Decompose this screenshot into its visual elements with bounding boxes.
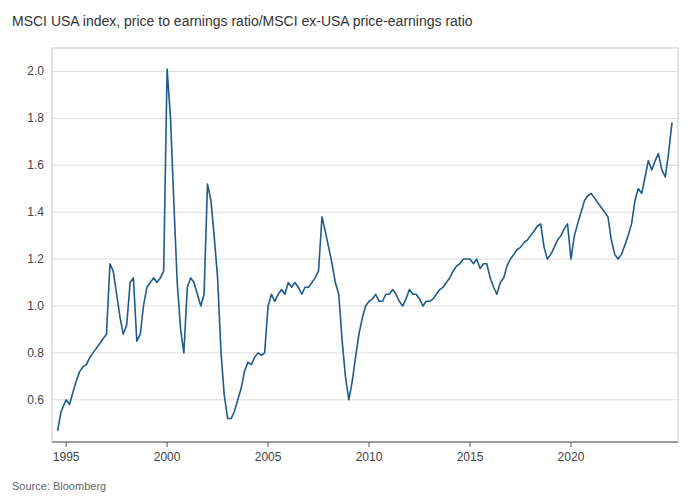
x-tick-label: 2005 <box>255 450 282 464</box>
x-axis-line <box>52 442 678 443</box>
grid-line <box>52 71 678 72</box>
y-tick-label: 1.2 <box>27 252 44 266</box>
y-axis: 0.6 0.8 1.0 1.2 1.4 1.6 1.8 2.0 <box>27 64 44 406</box>
grid-line <box>52 259 678 260</box>
y-tick-label: 0.6 <box>27 393 44 407</box>
y-tick-label: 1.0 <box>27 299 44 313</box>
line <box>58 69 672 430</box>
y-tick-label: 0.8 <box>27 346 44 360</box>
grid-line <box>52 399 678 400</box>
x-tick <box>167 442 168 447</box>
x-axis: 1995 2000 2005 2010 2015 2020 <box>52 442 678 464</box>
y-tick-label: 1.6 <box>27 158 44 172</box>
x-tick <box>570 442 571 447</box>
x-tick-label: 2020 <box>558 450 585 464</box>
x-tick <box>369 442 370 447</box>
grid-line <box>52 165 678 166</box>
x-tick <box>268 442 269 447</box>
y-tick-label: 2.0 <box>27 64 44 78</box>
data-area <box>58 69 672 430</box>
y-tick-label: 1.8 <box>27 111 44 125</box>
x-tick <box>470 442 471 447</box>
x-tick-label: 1995 <box>53 450 80 464</box>
source: Source: Bloomberg <box>12 480 106 492</box>
grid-line <box>52 352 678 353</box>
plot-frame <box>52 48 678 442</box>
x-tick-label: 2010 <box>356 450 383 464</box>
y-tick-label: 1.4 <box>27 205 44 219</box>
grid-line <box>52 212 678 213</box>
x-tick-label: 2015 <box>457 450 484 464</box>
grid <box>52 71 678 399</box>
grid-line <box>52 118 678 119</box>
chart: MSCI USA index, price to earnings ratio/… <box>0 0 700 500</box>
x-tick <box>66 442 67 447</box>
title: MSCI USA index, price to earnings ratio/… <box>12 13 473 29</box>
x-tick-label: 2000 <box>154 450 181 464</box>
